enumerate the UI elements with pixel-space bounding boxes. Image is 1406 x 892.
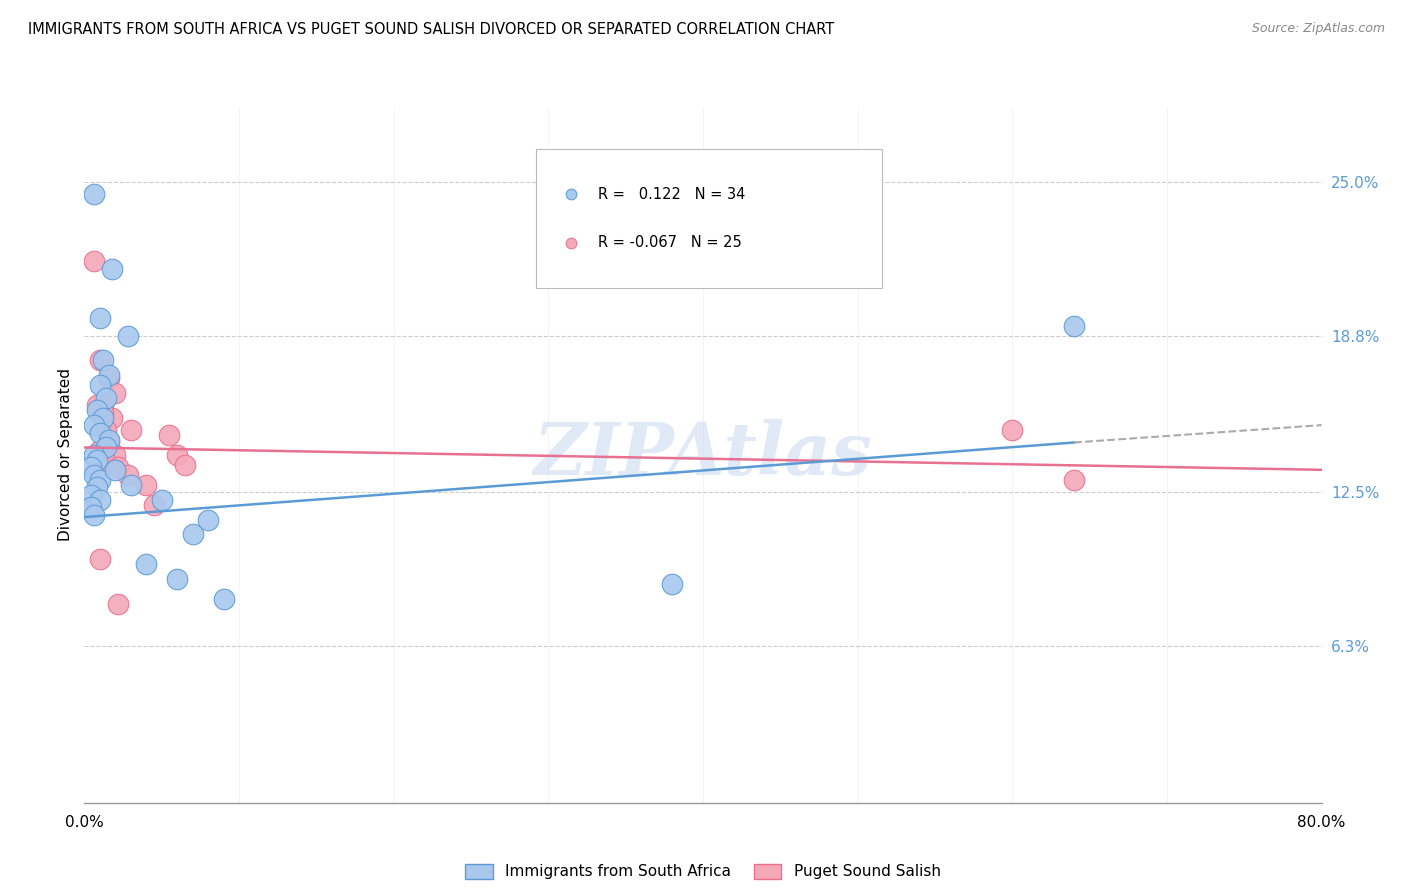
- Point: [89, 378, 111, 392]
- Point: [94, 391, 117, 405]
- Point: [166, 572, 188, 586]
- Point: [117, 467, 139, 482]
- Legend: Immigrants from South Africa, Puget Sound Salish: Immigrants from South Africa, Puget Soun…: [460, 857, 946, 886]
- Point: [94, 455, 117, 469]
- Point: [89, 311, 111, 326]
- FancyBboxPatch shape: [536, 149, 883, 288]
- Point: [83, 254, 105, 268]
- Point: [89, 353, 111, 368]
- Point: [98, 371, 121, 385]
- Point: [94, 423, 117, 437]
- Point: [661, 577, 683, 591]
- Text: Source: ZipAtlas.com: Source: ZipAtlas.com: [1251, 22, 1385, 36]
- Point: [98, 435, 121, 450]
- Point: [104, 448, 127, 462]
- Point: [83, 187, 105, 202]
- Point: [91, 353, 114, 368]
- Point: [1063, 318, 1085, 333]
- Point: [101, 410, 124, 425]
- Point: [107, 597, 129, 611]
- Point: [94, 441, 117, 455]
- Point: [166, 448, 188, 462]
- Point: [86, 480, 108, 494]
- Text: R =   0.122   N = 34: R = 0.122 N = 34: [598, 186, 745, 202]
- Point: [83, 508, 105, 522]
- Point: [120, 477, 142, 491]
- Point: [181, 527, 204, 541]
- Point: [104, 385, 127, 400]
- Point: [89, 442, 111, 457]
- Y-axis label: Divorced or Separated: Divorced or Separated: [58, 368, 73, 541]
- Text: IMMIGRANTS FROM SOUTH AFRICA VS PUGET SOUND SALISH DIVORCED OR SEPARATED CORRELA: IMMIGRANTS FROM SOUTH AFRICA VS PUGET SO…: [28, 22, 834, 37]
- Point: [101, 261, 124, 276]
- Point: [174, 458, 197, 472]
- Point: [89, 473, 111, 487]
- Point: [91, 406, 114, 420]
- Point: [1001, 423, 1024, 437]
- Point: [197, 512, 219, 526]
- Point: [135, 558, 157, 572]
- Point: [83, 418, 105, 433]
- Point: [104, 463, 127, 477]
- Point: [159, 428, 181, 442]
- Point: [120, 423, 142, 437]
- Point: [79, 500, 101, 514]
- Point: [117, 328, 139, 343]
- Point: [86, 453, 108, 467]
- Text: ZIPAtlas: ZIPAtlas: [534, 419, 872, 491]
- Point: [79, 460, 101, 475]
- Point: [83, 467, 105, 482]
- Point: [107, 460, 129, 475]
- Point: [212, 592, 235, 607]
- Point: [89, 492, 111, 507]
- Point: [89, 425, 111, 440]
- Point: [91, 410, 114, 425]
- Text: R = -0.067   N = 25: R = -0.067 N = 25: [598, 235, 741, 251]
- Point: [89, 552, 111, 566]
- Point: [98, 368, 121, 383]
- Point: [135, 477, 157, 491]
- Point: [83, 448, 105, 462]
- Point: [86, 403, 108, 417]
- Point: [150, 492, 173, 507]
- Point: [143, 498, 166, 512]
- Point: [98, 433, 121, 447]
- Point: [91, 398, 114, 412]
- Point: [86, 398, 108, 412]
- Point: [79, 488, 101, 502]
- Point: [1063, 473, 1085, 487]
